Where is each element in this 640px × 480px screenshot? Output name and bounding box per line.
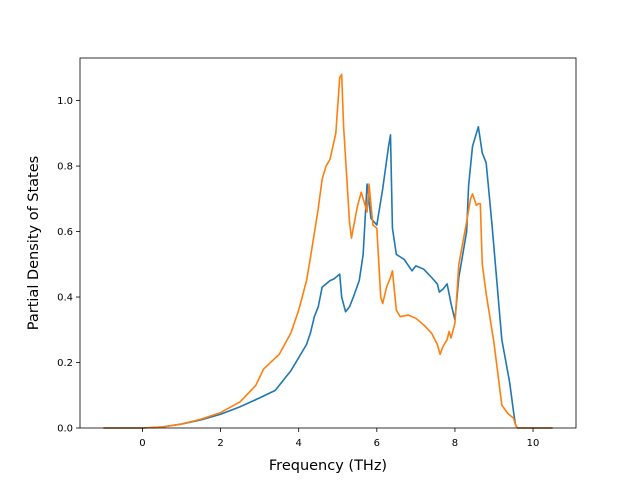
y-ticks: 0.0 0.2 0.4 0.6 0.8 1.0: [57, 96, 80, 435]
x-ticks: 0 2 4 6 8 10: [139, 428, 539, 449]
plot-frame: [79, 57, 577, 429]
x-tick-label: 0: [139, 438, 145, 449]
series-layer: [103, 73, 553, 429]
x-axis-label: Frequency (THz): [269, 458, 387, 474]
y-tick-label: 0.0: [57, 424, 73, 435]
y-tick-label: 1.0: [57, 96, 73, 107]
series-line-2: [103, 73, 553, 429]
y-tick-label: 0.2: [57, 358, 73, 369]
y-axis-label: Partial Density of States: [26, 156, 42, 330]
y-tick-label: 0.4: [57, 293, 73, 304]
x-tick-label: 8: [452, 438, 458, 449]
series-line-1: [103, 125, 553, 429]
x-tick-label: 6: [374, 438, 380, 449]
x-tick-label: 4: [296, 438, 302, 449]
y-tick-label: 0.8: [57, 162, 73, 173]
x-tick-label: 10: [527, 438, 540, 449]
x-tick-label: 2: [217, 438, 223, 449]
y-tick-label: 0.6: [57, 227, 73, 238]
